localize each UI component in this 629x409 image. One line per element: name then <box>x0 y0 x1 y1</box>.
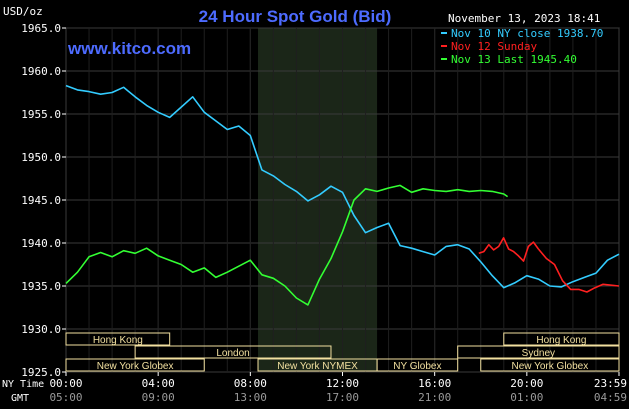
session-label: New York Globex <box>97 361 174 372</box>
session-box <box>480 358 620 372</box>
y-tick-label: 1950.0 <box>21 151 61 164</box>
session-label: Hong Kong <box>536 335 586 346</box>
y-tick-label: 1945.0 <box>21 194 61 207</box>
session-box <box>65 332 171 346</box>
timestamp: November 13, 2023 18:41 <box>448 12 600 25</box>
x-gmt-tick-label: 13:00 <box>234 391 267 404</box>
x-tick-label: 20:00 <box>510 377 543 390</box>
series-line <box>537 248 620 293</box>
unit-label: USD/oz <box>3 5 43 18</box>
y-tick-label: 1955.0 <box>21 108 61 121</box>
x-gmt-tick-label: 05:00 <box>49 391 82 404</box>
legend-entry: Nov 10 NY close 1938.70 <box>451 27 603 40</box>
market-sessions: Hong Kong Hong Kong London Sydney New York G… <box>65 332 620 372</box>
legend-entry: Nov 13 Last 1945.40 <box>451 53 577 66</box>
x-gmt-tick-label: 17:00 <box>326 391 359 404</box>
series-line <box>65 84 620 289</box>
y-tick-label: 1925.0 <box>21 366 61 379</box>
y-tick-label: 1940.0 <box>21 237 61 250</box>
series-line <box>65 184 509 306</box>
y-tick-label: 1935.0 <box>21 280 61 293</box>
x-tick-label: 23:59 <box>594 377 627 390</box>
x-gmt-tick-label: 09:00 <box>142 391 175 404</box>
session-label: New York NYMEX <box>277 361 358 372</box>
session-label: NY Globex <box>393 361 441 372</box>
y-tick-label: 1965.0 <box>21 22 61 35</box>
watermark-url: www.kitco.com <box>67 39 191 58</box>
session-label: London <box>216 348 249 359</box>
session-box <box>65 358 205 372</box>
y-tick-label: 1960.0 <box>21 65 61 78</box>
legend-entry: Nov 12 Sunday <box>451 40 537 53</box>
x-gmt-tick-label: 04:59 <box>594 391 627 404</box>
session-box <box>457 345 620 359</box>
x-tick-label: 00:00 <box>49 377 82 390</box>
session-label: Sydney <box>522 348 555 359</box>
x-gmt-tick-label: 21:00 <box>418 391 451 404</box>
x-tick-label: 04:00 <box>142 377 175 390</box>
series-line <box>478 237 540 262</box>
session-box <box>376 358 459 372</box>
x-gmt-tick-label: 01:00 <box>510 391 543 404</box>
session-box <box>503 332 620 346</box>
x-tick-label: 08:00 <box>234 377 267 390</box>
x-tick-label: 16:00 <box>418 377 451 390</box>
ny-time-label: NY Time <box>2 379 44 390</box>
session-label: Hong Kong <box>93 335 143 346</box>
chart-title: 24 Hour Spot Gold (Bid) <box>199 7 392 26</box>
gmt-label: GMT <box>11 393 29 404</box>
price-series <box>65 84 620 306</box>
session-label: New York Globex <box>512 361 589 372</box>
session-box <box>134 345 332 359</box>
y-axis: 1925.0 1930.0 1935.0 1940.0 1945.0 1950.0 1955… <box>21 22 66 379</box>
y-tick-label: 1930.0 <box>21 323 61 336</box>
x-tick-label: 12:00 <box>326 377 359 390</box>
